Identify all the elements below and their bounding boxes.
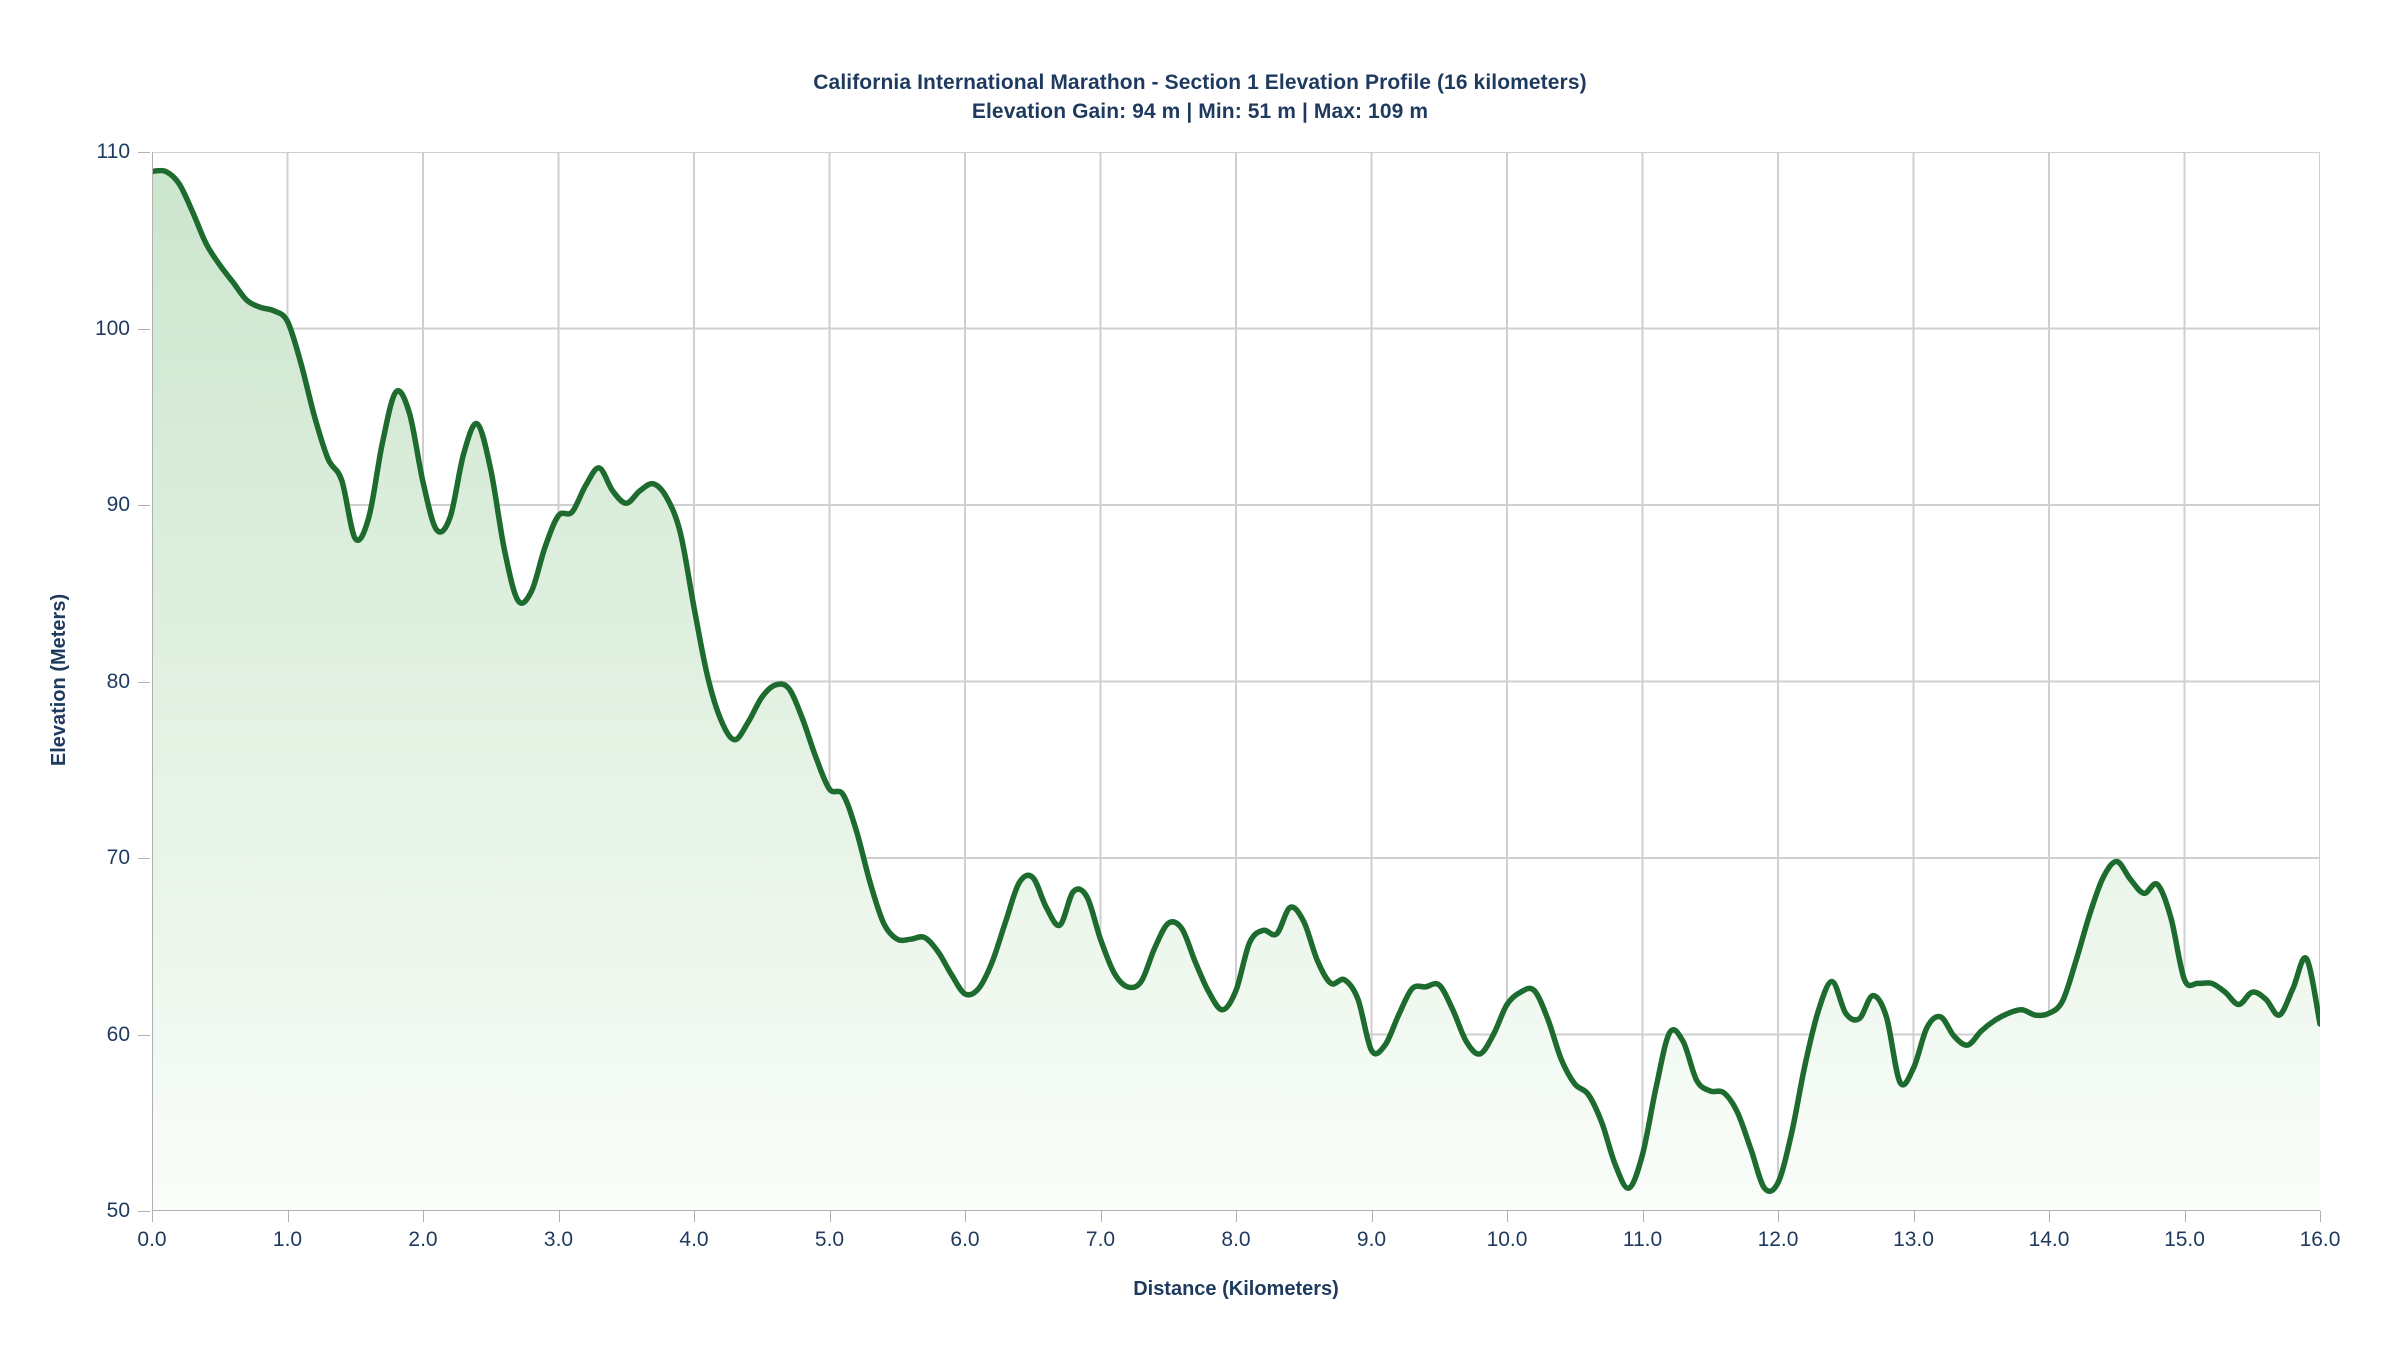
y-tick-label: 100: [94, 316, 130, 340]
x-axis-label: Distance (Kilometers): [1133, 1278, 1339, 1300]
elevation-profile-svg: [152, 152, 2320, 1211]
chart-title: California International Marathon - Sect…: [813, 71, 1587, 94]
y-tick-label: 70: [106, 846, 130, 869]
x-tick-mark: [1100, 1211, 1102, 1222]
y-tick-mark: [138, 505, 150, 506]
x-tick-mark: [1236, 1211, 1237, 1222]
y-tick-mark: [138, 858, 150, 859]
x-tick-mark: [287, 1211, 289, 1222]
x-tick-label: 9.0: [1356, 1228, 1387, 1251]
x-tick-label: 15.0: [2164, 1228, 2205, 1251]
y-tick-label: 90: [106, 493, 130, 516]
x-tick-label: 5.0: [814, 1228, 845, 1251]
x-tick-mark: [1913, 1211, 1915, 1222]
x-tick-mark: [829, 1211, 831, 1222]
y-tick-label: 110: [96, 140, 130, 163]
y-tick-mark: [138, 328, 150, 330]
x-tick-label: 13.0: [1893, 1228, 1934, 1251]
x-tick-label: 12.0: [1757, 1228, 1799, 1251]
y-tick-label: 50: [106, 1199, 130, 1222]
x-tick-mark: [558, 1211, 560, 1222]
chart-title-block: California International Marathon - Sect…: [0, 68, 2400, 126]
x-tick-mark: [152, 1211, 153, 1222]
x-tick-label: 3.0: [543, 1228, 574, 1251]
plot-area: [152, 152, 2320, 1211]
y-tick-mark: [138, 681, 150, 683]
x-tick-mark: [1507, 1211, 1508, 1222]
x-tick-mark: [965, 1211, 966, 1222]
x-tick-label: 1.0: [272, 1228, 303, 1251]
y-tick-mark: [138, 1034, 150, 1036]
x-tick-mark: [423, 1211, 424, 1222]
y-tick-label: 60: [106, 1022, 130, 1046]
x-tick-mark: [1371, 1211, 1373, 1222]
elevation-area-fill: [152, 170, 2320, 1211]
x-tick-mark: [1778, 1211, 1779, 1222]
x-tick-label: 2.0: [408, 1228, 438, 1251]
x-tick-label: 10.0: [1486, 1228, 1528, 1251]
x-tick-label: 14.0: [2028, 1228, 2070, 1251]
x-tick-mark: [2049, 1211, 2050, 1222]
x-tick-label: 16.0: [2299, 1228, 2341, 1251]
x-tick-label: 0.0: [137, 1228, 167, 1251]
x-tick-mark: [1642, 1211, 1644, 1222]
x-tick-mark: [694, 1211, 695, 1222]
chart-subtitle: Elevation Gain: 94 m | Min: 51 m | Max: …: [971, 100, 1429, 123]
x-tick-label: 6.0: [950, 1228, 980, 1251]
x-tick-label: 11.0: [1622, 1228, 1663, 1251]
x-tick-label: 4.0: [679, 1228, 709, 1251]
x-tick-mark: [2184, 1211, 2186, 1222]
gridlines: [152, 152, 2320, 1211]
elevation-line: [152, 167, 2320, 1194]
x-tick-label: 7.0: [1085, 1228, 1116, 1251]
y-tick-mark: [138, 1211, 150, 1212]
x-tick-mark: [2320, 1211, 2321, 1222]
y-tick-mark: [138, 152, 150, 153]
y-tick-label: 80: [106, 669, 130, 693]
x-tick-label: 8.0: [1221, 1228, 1251, 1251]
